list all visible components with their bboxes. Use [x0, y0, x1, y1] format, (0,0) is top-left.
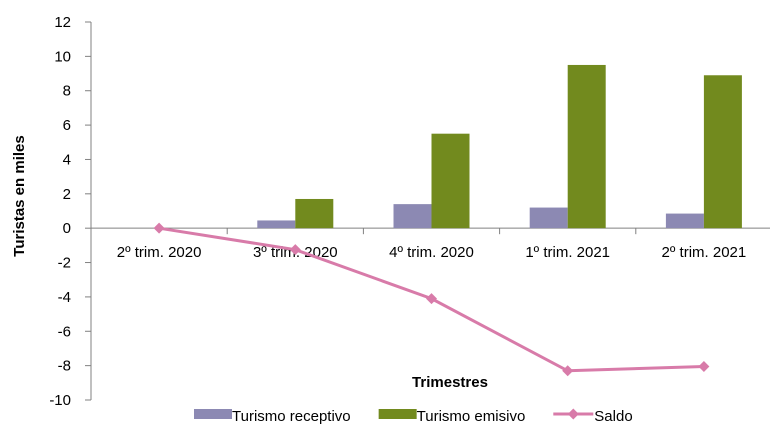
legend-label: Turismo emisivo — [417, 408, 526, 425]
y-tick-label: -2 — [58, 255, 71, 272]
legend-swatch — [194, 409, 232, 419]
legend-swatch — [378, 409, 417, 419]
saldo-point — [562, 365, 574, 377]
category-labels: 2º trim. 2020 3º trim. 2020 4º trim. 2020 1… — [117, 244, 746, 261]
category-label: 4º trim. 2020 — [389, 244, 474, 261]
y-tick-label: 0 — [63, 220, 71, 237]
legend: Turismo receptivo Turismo emisivo Saldo — [194, 408, 633, 425]
category-label: 1º trim. 2021 — [525, 244, 610, 261]
y-tick-label: 8 — [63, 83, 71, 100]
y-axis-label: Turistas en miles — [11, 135, 28, 256]
bar-turismo-emisivo — [431, 133, 470, 229]
y-tick-label: -10 — [49, 392, 71, 409]
y-tick-label: 2 — [63, 186, 71, 203]
saldo-point — [426, 293, 437, 305]
saldo-point — [289, 244, 301, 256]
saldo-point — [153, 222, 165, 234]
saldo-point — [698, 360, 710, 372]
bars — [257, 64, 742, 229]
category-label: 2º trim. 2021 — [662, 244, 747, 261]
category-label: 2º trim. 2020 — [117, 244, 202, 261]
y-tick-label: -6 — [58, 323, 71, 340]
y-tick-label: -8 — [58, 358, 71, 375]
y-tick-label: -4 — [58, 289, 71, 306]
bar-turismo-receptivo — [257, 220, 296, 229]
legend-label: Turismo receptivo — [232, 408, 351, 425]
x-axis-label: Trimestres — [412, 374, 488, 391]
bar-turismo-emisivo — [703, 75, 742, 229]
legend-marker — [567, 408, 579, 420]
bar-turismo-receptivo — [529, 207, 568, 229]
y-tick-label: 6 — [63, 117, 71, 134]
bar-turismo-receptivo — [665, 213, 704, 229]
y-tick-label: 12 — [54, 14, 71, 31]
saldo-line — [153, 222, 710, 377]
y-tick-label: 4 — [63, 151, 71, 168]
y-tick-label: 10 — [54, 48, 71, 65]
bar-turismo-receptivo — [393, 204, 432, 229]
bar-turismo-emisivo — [567, 64, 606, 229]
bar-turismo-emisivo — [295, 198, 334, 229]
legend-label: Saldo — [594, 408, 632, 425]
